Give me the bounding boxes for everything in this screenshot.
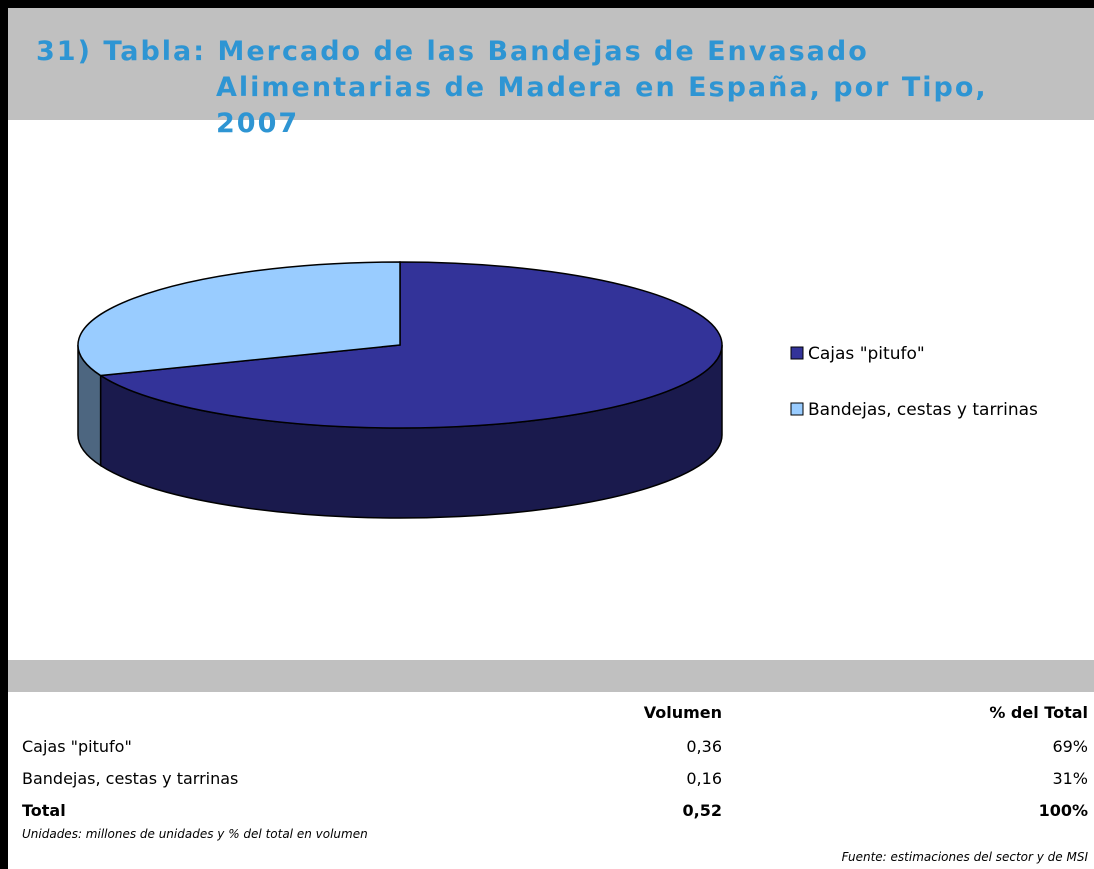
- row-value: 31%: [1052, 769, 1088, 788]
- row-value: 100%: [1038, 801, 1088, 820]
- legend-swatch: [790, 402, 804, 416]
- column-header: Volumen: [643, 703, 722, 722]
- row-value: 0,52: [682, 801, 722, 820]
- title: 31) Tabla: Mercado de las Bandejas de En…: [36, 36, 988, 139]
- title-bar: 31) Tabla: Mercado de las Bandejas de En…: [8, 8, 1094, 139]
- row-label: Cajas "pitufo": [22, 737, 132, 756]
- row-value: 69%: [1052, 737, 1088, 756]
- pie-slice: [77, 261, 401, 377]
- row-value: 0,36: [686, 737, 722, 756]
- legend-swatch: [790, 346, 804, 360]
- column-header: % del Total: [989, 703, 1088, 722]
- table-band: [8, 660, 1094, 692]
- legend-label: Bandejas, cestas y tarrinas: [808, 400, 1038, 420]
- row-label: Bandejas, cestas y tarrinas: [22, 769, 239, 788]
- legend-label: Cajas "pitufo": [808, 344, 925, 364]
- source-note: Fuente: estimaciones del sector y de MSI: [841, 850, 1088, 864]
- chart: Cajas "pitufo" Bandejas, cestas y tarrina…: [77, 261, 1038, 519]
- pie-slice: [98, 261, 723, 429]
- row-value: 0,16: [686, 769, 722, 788]
- row-label: Total: [22, 801, 66, 820]
- units-note: Unidades: millones de unidades y % del t…: [22, 827, 368, 841]
